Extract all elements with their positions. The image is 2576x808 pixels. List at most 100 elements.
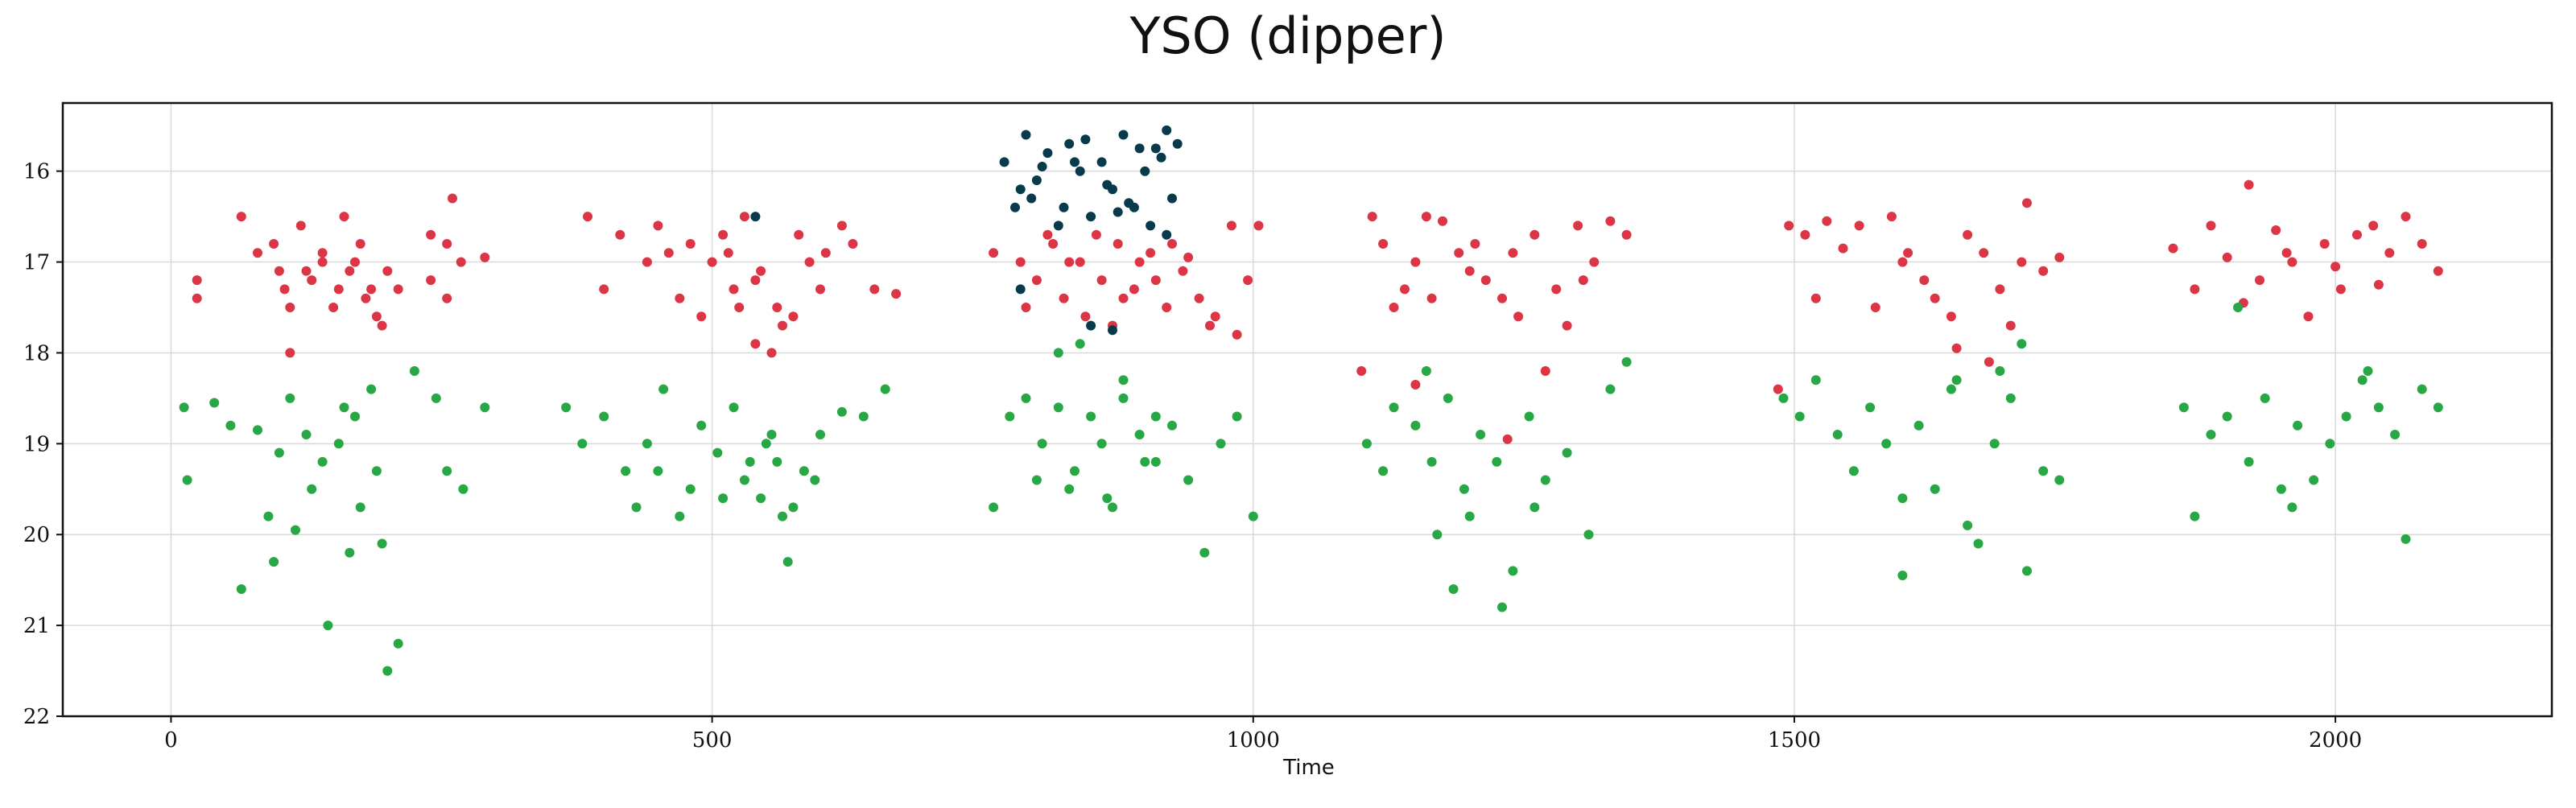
data-point [1530,502,1540,513]
data-point [1080,134,1091,145]
data-point [891,289,902,299]
grid [63,103,2552,717]
data-point [442,239,452,249]
data-point [1075,339,1085,349]
data-point [1448,584,1459,594]
data-point [739,212,749,222]
data-point [1102,493,1113,504]
data-point [820,248,831,258]
data-point [1053,348,1063,358]
data-point [2341,411,2351,422]
data-point [2222,252,2232,262]
x-axis-label: Time [1282,756,1335,780]
data-point [1015,284,1026,295]
data-point [1232,329,1242,340]
data-point [355,239,365,249]
data-point [1113,239,1123,249]
data-point [1140,456,1150,467]
data-point [1086,411,1096,422]
data-point [2352,229,2362,240]
data-point [192,293,202,303]
data-point [456,257,466,267]
data-point [1150,456,1161,467]
data-point [1129,284,1139,295]
data-point [1021,130,1031,140]
data-point [999,157,1009,167]
data-point [1059,293,1069,303]
data-point [1367,212,1377,222]
data-point [561,402,572,413]
data-point [663,248,674,258]
data-point [236,212,246,222]
data-point [1480,275,1491,286]
data-point [442,466,452,476]
data-point [2054,252,2065,262]
data-point [1492,456,1502,467]
data-point [750,275,761,286]
data-point [685,484,696,494]
data-point [1026,193,1037,204]
data-point [1031,475,1042,485]
data-point [1476,430,1486,439]
data-point [836,221,847,231]
data-point [1865,402,1876,413]
data-point [253,425,262,435]
data-point [1464,511,1475,521]
data-point [350,257,360,267]
data-point [480,402,490,413]
data-point [1919,275,1930,286]
data-point [2287,257,2297,267]
data-point [788,311,799,322]
data-point [1053,221,1063,231]
data-point [182,475,192,485]
data-point [1897,493,1908,504]
data-point [1973,538,1984,549]
data-point [1502,434,1513,444]
data-point [253,248,262,258]
data-point [1102,179,1113,190]
data-point [307,275,317,286]
data-point [815,430,825,439]
data-point [1838,243,1848,254]
data-point [2178,402,2189,413]
data-point [1881,439,1892,449]
data-point [2330,262,2341,272]
data-point [2357,375,2368,385]
data-point [1113,207,1123,217]
data-point [1031,175,1042,185]
plot-frame [61,101,2553,718]
data-point [371,466,382,476]
data-point [2319,239,2330,249]
data-point [1946,311,1956,322]
data-point [366,284,377,295]
data-point [301,266,312,276]
data-point [1426,456,1437,467]
data-point [631,502,642,513]
data-point [1162,229,1172,240]
data-point [1794,411,1805,422]
data-point [1048,239,1059,249]
data-point [869,284,880,295]
data-point [1075,166,1085,176]
data-point [1621,229,1632,240]
data-point [1410,380,1421,390]
data-point [1015,257,1026,267]
data-point [2433,266,2443,276]
data-point [1134,143,1145,154]
data-point [1389,303,1399,312]
data-point [675,293,685,303]
y-tick-label: 22 [23,705,50,729]
data-point [772,456,782,467]
data-point [2417,239,2427,249]
data-point [350,411,360,422]
data-point [1015,184,1026,195]
data-point [621,466,631,476]
data-point [1037,162,1047,171]
data-point [345,266,355,276]
data-point [263,511,274,521]
data-point [615,229,625,240]
data-point [718,493,729,504]
data-point [2373,279,2384,290]
